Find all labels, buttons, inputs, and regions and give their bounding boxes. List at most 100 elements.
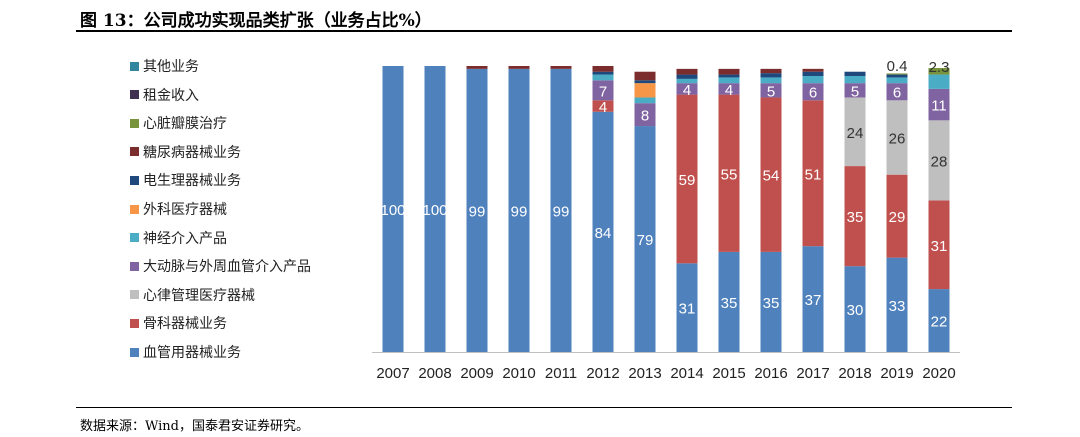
bar-segment-2014-s4 — [676, 78, 698, 84]
bar-segment-2017-s4 — [802, 76, 824, 84]
data-label-2017-s3: 6 — [809, 85, 817, 102]
data-label-2019-s8: 0.4 — [887, 58, 908, 75]
data-label-2019-s3: 6 — [893, 85, 901, 102]
bar-segment-2018-s2 — [844, 97, 866, 167]
legend-swatch — [130, 261, 139, 271]
data-label-2020-s8: 2.3 — [929, 59, 950, 76]
bar-segment-2017-s7 — [802, 68, 824, 72]
x-tick-label-2014: 2014 — [670, 365, 703, 382]
data-label-2008-s0: 100 — [422, 202, 447, 219]
bar-segment-2020-s8 — [928, 68, 950, 75]
bar-segment-2015-s7 — [718, 68, 740, 75]
x-tick-label-2010: 2010 — [502, 365, 535, 382]
bar-segment-2013-s0 — [634, 126, 656, 352]
legend-item-骨科器械业务: 骨科器械业务 — [130, 313, 227, 333]
bar-segment-2020-s1 — [928, 200, 950, 290]
bar-segment-2016-s1 — [760, 97, 782, 252]
bar-segment-2011-s0 — [550, 68, 572, 353]
bar-segment-2017-s1 — [802, 100, 824, 247]
bar-segment-2013-s5 — [634, 83, 656, 98]
bar-segment-2016-s6 — [760, 73, 782, 78]
data-label-2014-s0: 31 — [679, 301, 696, 318]
bar-segment-2012-s6 — [592, 71, 614, 75]
data-label-2020-s1: 31 — [931, 238, 948, 255]
bar-segment-2018-s0 — [844, 266, 866, 352]
x-tick-label-2013: 2013 — [628, 365, 661, 382]
data-label-2014-s3: 4 — [683, 82, 691, 99]
bar-segment-2007-s0 — [382, 66, 404, 352]
x-tick-label-2017: 2017 — [796, 365, 829, 382]
data-label-2009-s0: 99 — [469, 203, 486, 220]
legend-label: 神经介入产品 — [143, 230, 227, 247]
legend-swatch — [130, 290, 139, 300]
bar-segment-2019-s1 — [886, 174, 908, 258]
data-label-2016-s1: 54 — [763, 168, 780, 185]
bar-segment-2010-s7 — [508, 66, 530, 69]
legend-label: 心律管理医疗器械 — [143, 287, 255, 304]
bar-segment-2012-s0 — [592, 111, 614, 352]
bar-segment-2015-s0 — [718, 251, 740, 352]
data-label-2015-s3: 4 — [725, 82, 733, 99]
x-tick-label-2011: 2011 — [545, 365, 577, 382]
data-label-2013-s0: 79 — [637, 232, 654, 249]
bar-segment-2015-s3 — [718, 83, 740, 95]
data-label-2015-s1: 55 — [721, 166, 738, 183]
data-label-2016-s0: 35 — [763, 295, 780, 312]
legend-item-神经介入产品: 神经介入产品 — [130, 228, 227, 248]
data-label-2010-s0: 99 — [511, 203, 528, 220]
bar-segment-2014-s1 — [676, 94, 698, 264]
bar-segment-2017-s6 — [802, 71, 824, 77]
bar-segment-2020-s2 — [928, 120, 950, 201]
legend-label: 其他业务 — [143, 59, 199, 75]
bar-segment-2014-s0 — [676, 263, 698, 352]
title-rule — [76, 30, 1012, 32]
legend-item-电生理器械业务: 电生理器械业务 — [130, 170, 241, 190]
x-tick-label-2020: 2020 — [922, 365, 955, 382]
bar-segment-2013-s7 — [634, 71, 656, 81]
legend-item-大动脉与外周血管介入产品: 大动脉与外周血管介入产品 — [130, 256, 311, 276]
bar-segment-2012-s3 — [592, 80, 614, 101]
legend-item-糖尿病器械业务: 糖尿病器械业务 — [130, 142, 241, 162]
bar-segment-2008-s0 — [424, 66, 446, 352]
data-label-2013-s3: 8 — [641, 108, 649, 125]
x-tick-label-2015: 2015 — [712, 365, 745, 382]
bar-segment-2019-s8 — [886, 73, 908, 75]
legend-label: 心脏瓣膜治疗 — [143, 116, 227, 133]
bar-segment-2017-s0 — [802, 246, 824, 352]
bar-segment-2014-s3 — [676, 83, 698, 95]
legend-label: 电生理器械业务 — [143, 173, 241, 190]
bar-segment-2018-s1 — [844, 166, 866, 267]
data-label-2007-s0: 100 — [380, 202, 405, 219]
bar-segment-2019-s0 — [886, 257, 908, 352]
legend-item-租金收入: 租金收入 — [130, 85, 199, 105]
bar-segment-2010-s0 — [508, 68, 530, 353]
x-tick-label-2009: 2009 — [460, 365, 493, 382]
data-label-2018-s1: 35 — [847, 209, 864, 226]
bar-segment-2020-s0 — [928, 289, 950, 352]
source-rule — [76, 407, 1012, 408]
bar-segment-2020-s3 — [928, 88, 950, 121]
legend-label: 血管用器械业务 — [143, 345, 241, 361]
data-label-2019-s0: 33 — [889, 298, 906, 315]
x-tick-label-2012: 2012 — [586, 365, 619, 382]
bar-segment-2016-s3 — [760, 83, 782, 98]
legend-swatch — [130, 175, 139, 185]
bar-segment-2013-s6 — [634, 80, 656, 84]
data-label-2018-s2: 24 — [847, 125, 864, 142]
bar-segment-2013-s4 — [634, 97, 656, 104]
bar-segment-2019-s6 — [886, 74, 908, 78]
bar-segment-2016-s0 — [760, 251, 782, 352]
legend-swatch — [130, 204, 139, 214]
legend-swatch — [130, 233, 139, 243]
data-label-2019-s1: 29 — [889, 209, 906, 226]
bar-segment-2015-s4 — [718, 77, 740, 84]
bar-segment-2014-s6 — [676, 74, 698, 79]
data-label-2016-s3: 5 — [767, 83, 775, 100]
x-tick-label-2019: 2019 — [880, 365, 913, 382]
bar-segment-2011-s7 — [550, 66, 572, 69]
data-label-2014-s1: 59 — [679, 172, 696, 189]
bar-segment-2019-s4 — [886, 77, 908, 84]
legend-label: 骨科器械业务 — [143, 316, 227, 333]
x-tick-label-2007: 2007 — [376, 365, 409, 382]
